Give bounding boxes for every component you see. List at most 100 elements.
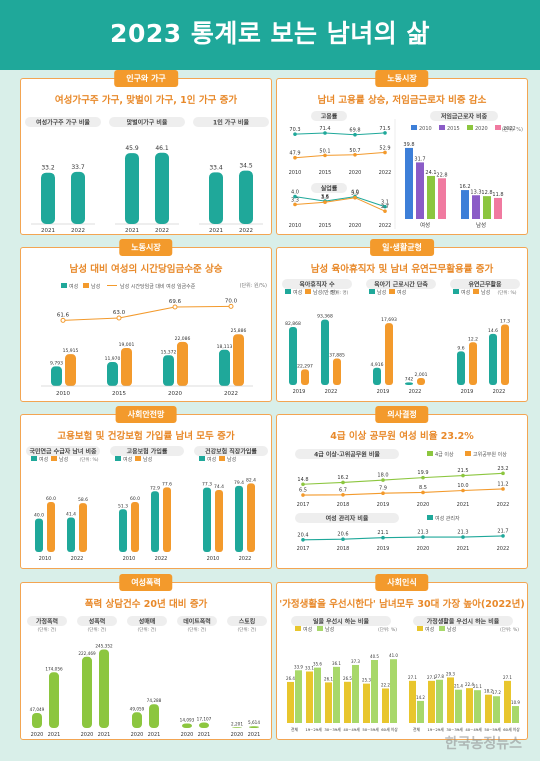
tick-label: 2015 [319,170,332,176]
legend-label: 여성 [123,456,132,463]
bar-value-label: 18.2 [484,689,493,694]
data-point [461,488,465,493]
bar [215,490,223,552]
bar [436,679,443,723]
bar [493,696,500,723]
bar [149,704,159,728]
bar [131,502,139,552]
bar [79,503,87,552]
point-value-label: 3.6 [321,194,329,200]
legend-label: 여성 [397,289,406,296]
data-point [293,155,297,160]
tick-label: 2020 [349,223,362,229]
bar-value-label: 27.1 [427,675,436,680]
group-title: 저임금근로자 비중 [441,113,488,121]
bar-value-label: 245,352 [95,643,113,648]
tick-label: 19~29세 [305,727,322,732]
point-value-label: 69.8 [349,128,360,134]
bar-value-label: 5,614 [248,720,260,725]
panel-badge: 인구와 가구 [114,70,178,87]
tick-label: 2015 [319,223,332,229]
group-title-pill [193,117,269,127]
bar-value-label: 35.6 [313,662,322,667]
bar [107,362,118,386]
bar [295,670,302,723]
group-title-pill [25,117,101,127]
bar-value-label: 22,297 [297,363,313,369]
bar [287,681,294,723]
point-value-label: 21.5 [457,468,468,474]
bar [51,366,62,386]
tick-label: 2022 [71,228,85,234]
point-value-label: 21.1 [377,530,388,536]
legend-swatch [285,289,291,294]
bar [209,172,223,224]
point-value-label: 18.0 [377,473,388,479]
bar-value-label: 2,201 [231,721,243,726]
legend-swatch [427,515,433,520]
group-title-pill [194,446,268,456]
legend-label: 남성(만 명) [313,289,337,296]
group-title-pill [109,117,185,127]
bar [428,680,435,723]
bar-value-label: 15,372 [161,349,177,355]
decision-chart: 4급 이상·고위공무원 비율 4급 이상 14.8 16.2 18.0 19.9 21.5 2… [295,449,509,552]
tick-label: 2022 [409,389,422,395]
bar [416,162,424,219]
bar-value-label: 36.1 [332,661,341,666]
tick-label: 2021 [48,732,61,738]
tick-label: 30~39세 [324,727,341,732]
bar [321,319,329,385]
bar-value-label: 11.8 [492,192,503,198]
data-point [323,153,327,158]
point-value-label: 69.6 [169,299,182,305]
group-title-pill [110,446,184,456]
bar-value-label: 37.3 [351,659,360,664]
point-value-label: 7.9 [379,486,387,492]
point-value-label: 6.5 [299,488,307,494]
legend-label: 2015 [447,126,460,132]
bar-value-label: 60.0 [130,496,140,502]
bar [344,681,351,723]
group-title-pill [366,279,436,289]
legend-swatch [61,283,67,288]
group-title: 실업률 [321,185,338,193]
tick-label: 2022 [379,170,392,176]
legend-label: 남성 [481,289,490,296]
data-point [381,478,385,482]
page-title: 2023 통계로 보는 남녀의 삶 [110,19,430,48]
bar-value-label: 15,915 [63,348,79,354]
group-title: 일을 우선시 하는 비율 [313,618,369,626]
tick-label: 2017 [297,546,310,552]
point-value-label: 21.7 [497,528,508,534]
safety-net-chart: 국민연금 수급자 남녀 비중(단위: %) 여성 남성 40.0 60.0 2010 41.… [26,446,268,562]
bar-value-label: 37,885 [329,352,345,358]
bar-value-label: 74.4 [214,484,224,490]
panel-headline: 여성가구주 가구, 맞벌이 가구, 1인 가구 증가 [54,95,238,106]
legend-label: 2020 [475,126,488,132]
bar [199,722,209,728]
bar [417,700,424,723]
group-title-pill [450,279,520,289]
group-title: 육아기 근로시간 단축 [374,281,428,289]
series-line [302,535,504,541]
panel-social-safety-net: 사회안전망 고용보험 및 건강보험 가입률 남녀 모두 증가 국민연금 수급자 … [20,406,272,569]
panel-labor-employment: 노동시장 남녀 고용률 상승, 저임금근로자 비중 감소 고용률 70.3 71.4… [276,70,528,235]
legend-label: 여성 [461,289,470,296]
point-value-label: 6.7 [339,487,347,493]
bar-value-label: 46.1 [155,145,169,152]
tick-label: 2021 [248,732,261,738]
bar-value-label: 74,288 [147,698,162,703]
data-point [301,482,305,487]
legend-swatch [473,289,479,294]
panel-badge: 사회인식 [375,574,429,591]
bar-value-label: 40.0 [34,513,44,519]
legend-swatch [199,456,205,461]
group-title: 가정생활을 우선시 하는 비율 [427,618,500,626]
point-value-label: 50.1 [319,148,330,154]
tick-label: 2022 [155,556,168,562]
point-value-label: 19.9 [417,470,428,476]
group-title: 여성 관리자 비율 [326,515,369,523]
bar [219,349,230,386]
bar [385,323,393,385]
